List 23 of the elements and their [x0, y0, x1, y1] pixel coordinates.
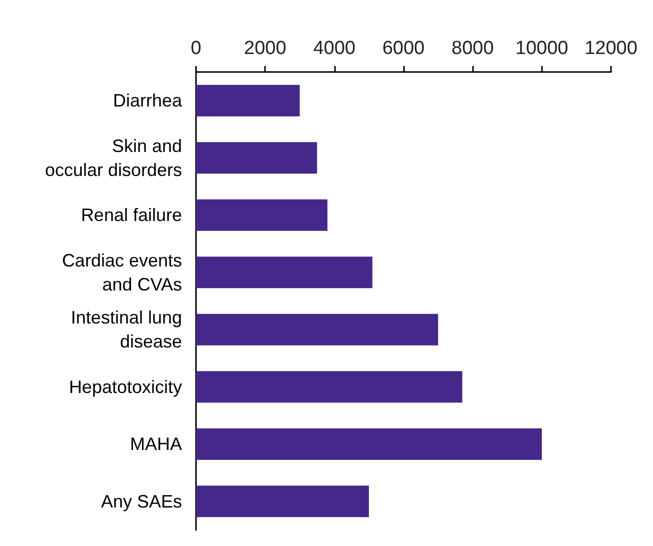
bar	[196, 142, 318, 174]
bar	[196, 314, 438, 346]
y-tick-label: Intestinal lung disease	[70, 308, 182, 352]
bar	[196, 486, 369, 518]
bar	[196, 256, 372, 288]
x-tick-label: 6000	[382, 38, 425, 59]
bar	[196, 428, 542, 460]
x-tick-label: 8000	[452, 38, 494, 59]
x-tick-label: 10000	[515, 38, 568, 59]
x-tick-label: 12000	[584, 38, 638, 59]
bar	[196, 371, 462, 403]
bar	[196, 84, 300, 116]
x-tick-label: 4000	[313, 38, 356, 59]
y-tick-label: Cardiac events and CVAs	[62, 250, 182, 294]
y-tick-label: Any SAEs	[100, 491, 182, 512]
x-tick-label: 2000	[244, 38, 286, 59]
x-tick-label: 0	[190, 38, 202, 59]
y-tick-label: Renal failure	[80, 205, 182, 226]
y-tick-label: Skin and occular disorders	[44, 136, 182, 180]
y-tick-label: Diarrhea	[112, 90, 183, 111]
bar	[196, 199, 328, 231]
y-tick-label: MAHA	[130, 434, 182, 454]
y-tick-label: Hepatotoxicity	[68, 376, 182, 397]
